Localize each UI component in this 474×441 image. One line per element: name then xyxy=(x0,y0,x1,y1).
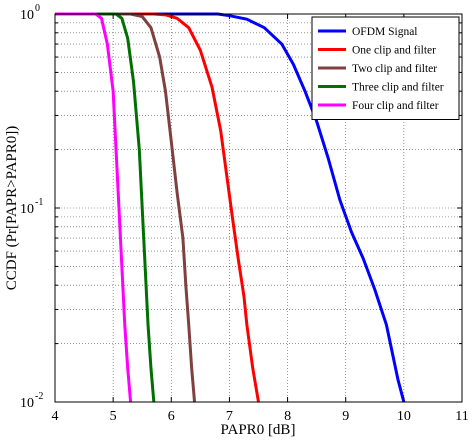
legend-label: One clip and filter xyxy=(352,45,436,57)
series-line xyxy=(55,12,156,403)
legend-label: Three clip and filter xyxy=(352,82,444,94)
y-tick-exponent: -2 xyxy=(35,391,43,402)
y-tick-label: 10 xyxy=(20,8,34,23)
series-line xyxy=(55,12,197,403)
y-tick-exponent: -1 xyxy=(35,197,43,208)
series-line xyxy=(55,12,406,403)
series-line xyxy=(55,12,260,403)
x-tick-label: 7 xyxy=(226,409,233,424)
x-tick-label: 11 xyxy=(455,409,468,424)
legend-label: Four clip and filter xyxy=(352,100,439,112)
legend: OFDM Signal One clip and filter Two clip a… xyxy=(311,16,460,120)
x-tick-label: 9 xyxy=(342,409,349,424)
x-tick-label: 4 xyxy=(52,409,59,424)
y-tick-label: 10 xyxy=(20,396,34,411)
y-axis-label: CCDF (Pr[PAPR>PAPR0]) xyxy=(4,126,20,291)
x-tick-label: 8 xyxy=(284,409,291,424)
x-tick-label: 10 xyxy=(397,409,411,424)
x-tick-label: 5 xyxy=(110,409,117,424)
y-tick-label: 10 xyxy=(20,202,34,217)
x-axis-ticks: 4 5 6 7 8 9 10 11 xyxy=(52,14,469,424)
legend-label: OFDM Signal xyxy=(352,26,418,38)
y-tick-exponent: 0 xyxy=(35,3,40,14)
x-tick-label: 6 xyxy=(168,409,175,424)
series-lines xyxy=(55,12,406,403)
series-line xyxy=(55,12,133,403)
x-axis-label: PAPR0 [dB] xyxy=(221,422,296,438)
legend-label: Two clip and filter xyxy=(352,63,437,75)
